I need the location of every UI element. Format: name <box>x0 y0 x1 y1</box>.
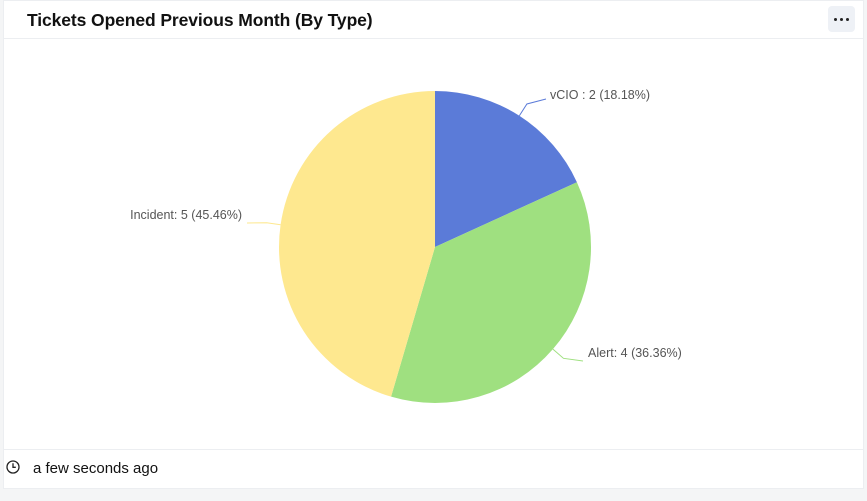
clock-icon <box>6 460 20 474</box>
pie-slice-vcio[interactable] <box>435 91 577 247</box>
more-options-button[interactable] <box>828 6 855 32</box>
dot <box>840 17 843 21</box>
more-horizontal-icon <box>834 17 837 21</box>
card-title: Tickets Opened Previous Month (By Type) <box>27 10 373 30</box>
chart-card: Tickets Opened Previous Month (By Type) … <box>3 0 864 489</box>
pie-label-incident: Incident: 5 (45.46%) <box>130 208 242 222</box>
label-leader-line <box>552 348 584 362</box>
pie-slice-incident[interactable] <box>279 91 435 397</box>
label-leader-line <box>518 98 547 117</box>
card-header: Tickets Opened Previous Month (By Type) <box>4 1 863 39</box>
dot <box>846 17 849 21</box>
last-updated-text: a few seconds ago <box>33 460 159 477</box>
card-footer: a few seconds ago <box>4 449 863 490</box>
pie-chart: vCIO : 2 (18.18%) Alert: 4 (36.36%) Incide… <box>4 39 863 449</box>
pie-label-vcio: vCIO : 2 (18.18%) <box>550 88 650 102</box>
pie-slice-alert[interactable] <box>391 182 591 403</box>
pie-label-alert: Alert: 4 (36.36%) <box>588 346 682 360</box>
label-leader-line <box>246 222 281 226</box>
